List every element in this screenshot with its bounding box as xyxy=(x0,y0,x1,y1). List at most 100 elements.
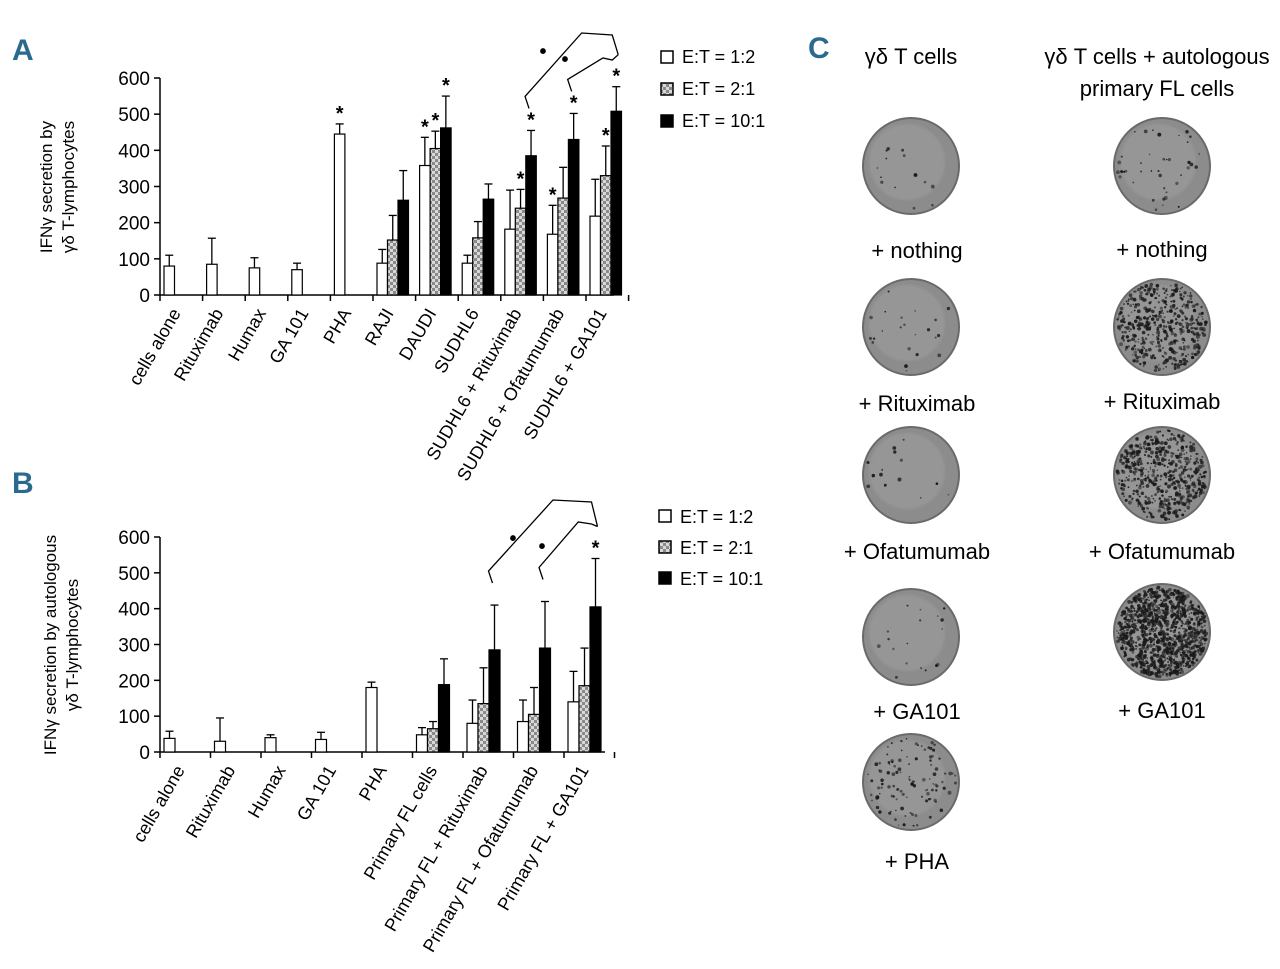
elispot-spot xyxy=(1134,130,1136,133)
elispot-spot xyxy=(1181,495,1185,499)
elispot-spot xyxy=(1183,453,1186,456)
elispot-spot xyxy=(1182,446,1184,448)
elispot-label-col1-3: + Ofatumumab xyxy=(844,539,990,564)
elispot-spot xyxy=(1174,487,1177,490)
elispot-spot xyxy=(1143,616,1146,619)
elispot-spot xyxy=(1127,624,1131,629)
elispot-spot xyxy=(1183,627,1186,630)
elispot-spot xyxy=(1171,649,1175,653)
elispot-spot xyxy=(1154,476,1158,480)
elispot-spot xyxy=(1157,334,1160,337)
elispot-spot xyxy=(1166,667,1169,670)
elispot-spot xyxy=(1156,440,1160,444)
elispot-wells: + nothing + Rituximab + Ofatumumab + GA101 +… xyxy=(844,117,1235,874)
elispot-spot xyxy=(1145,293,1147,296)
elispot-spot xyxy=(1174,660,1178,665)
elispot-spot xyxy=(1172,481,1176,485)
chart-b-ytick-label-0: 0 xyxy=(139,743,150,764)
elispot-spot xyxy=(915,353,919,357)
elispot-spot xyxy=(1189,448,1194,453)
elispot-spot xyxy=(1180,436,1184,440)
elispot-spot xyxy=(1155,345,1157,348)
elispot-spot xyxy=(1136,645,1139,648)
elispot-spot xyxy=(1186,166,1190,170)
elispot-spot xyxy=(1150,659,1154,662)
elispot-spot xyxy=(1146,496,1151,501)
elispot-spot xyxy=(1144,619,1148,623)
elispot-spot xyxy=(1183,315,1187,318)
elispot-spot xyxy=(1178,631,1181,634)
legend-b-item-2: E:T = 2:1 xyxy=(658,538,753,558)
elispot-spot xyxy=(1176,597,1179,600)
elispot-spot xyxy=(1124,638,1127,640)
elispot-spot xyxy=(900,316,903,319)
elispot-spot xyxy=(1173,364,1177,369)
elispot-spot xyxy=(1159,430,1162,433)
elispot-spot xyxy=(902,823,906,827)
elispot-spot xyxy=(1149,641,1153,644)
elispot-spot xyxy=(1153,613,1158,617)
elispot-spot xyxy=(1119,455,1123,459)
elispot-spot xyxy=(1179,309,1184,314)
elispot-spot xyxy=(1154,465,1157,468)
chart-b-significance-star-8-10-1: * xyxy=(592,538,600,560)
elispot-spot xyxy=(1163,195,1168,200)
elispot-spot xyxy=(1138,647,1142,651)
elispot-spot xyxy=(1149,602,1153,605)
legend-b-label-3: E:T = 10:1 xyxy=(680,569,763,589)
elispot-spot xyxy=(1184,460,1187,463)
elispot-spot xyxy=(1172,340,1175,342)
elispot-spot xyxy=(1193,340,1196,343)
elispot-spot xyxy=(1180,174,1182,177)
elispot-spot xyxy=(1153,368,1158,373)
elispot-spot xyxy=(1178,595,1182,599)
elispot-spot xyxy=(886,753,889,756)
elispot-spot xyxy=(1139,627,1142,630)
elispot-spot xyxy=(1163,337,1168,341)
elispot-spot xyxy=(1129,304,1133,308)
elispot-spot xyxy=(1186,484,1191,489)
elispot-spot xyxy=(1184,622,1188,626)
elispot-spot xyxy=(1175,287,1179,291)
elispot-spot xyxy=(1183,610,1186,613)
elispot-spot xyxy=(1164,616,1168,620)
elispot-spot xyxy=(1176,516,1179,519)
elispot-spot xyxy=(1126,339,1130,343)
elispot-spot xyxy=(1189,441,1192,444)
elispot-spot xyxy=(1136,627,1139,630)
elispot-spot xyxy=(1160,642,1163,645)
elispot-spot xyxy=(1136,309,1141,314)
elispot-spot xyxy=(1186,649,1191,654)
elispot-spot xyxy=(1156,588,1158,590)
elispot-spot xyxy=(1195,618,1199,622)
elispot-spot xyxy=(1153,664,1157,668)
elispot-spot xyxy=(1119,342,1123,347)
elispot-spot xyxy=(897,767,902,772)
elispot-spot xyxy=(1194,639,1198,642)
elispot-spot xyxy=(1158,661,1161,664)
chart-a-significance-star-10-10-1: * xyxy=(612,66,620,88)
elispot-spot xyxy=(1172,621,1175,624)
elispot-spot xyxy=(1200,475,1204,479)
elispot-spot xyxy=(1157,610,1162,615)
elispot-spot xyxy=(880,782,884,786)
elispot-spot xyxy=(913,173,918,177)
elispot-spot xyxy=(1146,326,1148,328)
chart-b-bracket-dot-1: • xyxy=(509,528,516,550)
elispot-spot xyxy=(1155,447,1159,451)
elispot-spot xyxy=(1135,359,1139,363)
elispot-spot xyxy=(1174,439,1177,442)
elispot-spot xyxy=(1204,639,1207,642)
elispot-spot xyxy=(919,619,922,622)
elispot-spot xyxy=(1119,458,1123,462)
elispot-spot xyxy=(937,333,941,338)
elispot-spot xyxy=(1195,334,1200,339)
elispot-spot xyxy=(1158,658,1163,662)
elispot-spot xyxy=(1153,293,1155,295)
elispot-spot xyxy=(1126,623,1129,626)
elispot-spot xyxy=(1164,654,1167,656)
elispot-spot xyxy=(899,789,903,793)
elispot-well-col1-4 xyxy=(862,588,960,686)
elispot-spot xyxy=(1151,468,1156,473)
chart-a-bracket-dot-1: • xyxy=(539,41,546,63)
